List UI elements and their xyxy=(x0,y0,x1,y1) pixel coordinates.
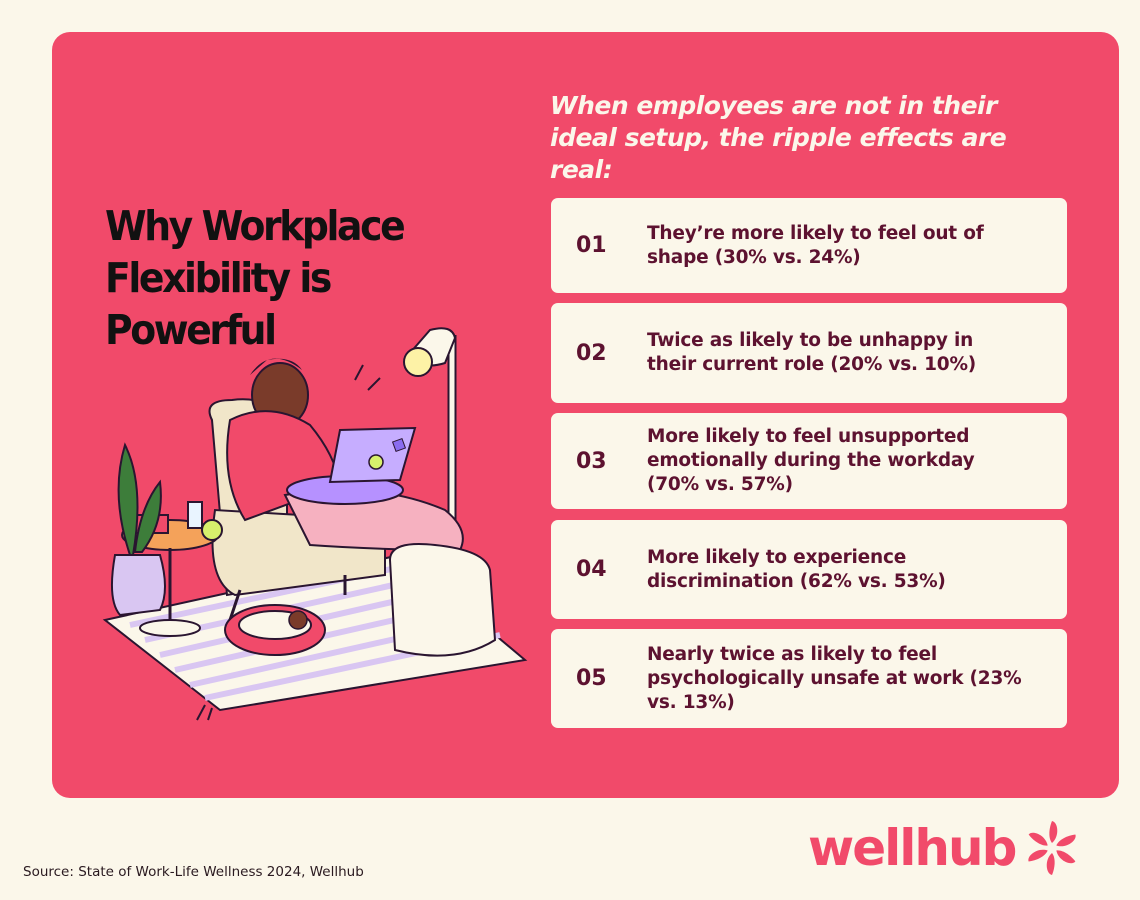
subheading: When employees are not in their ideal se… xyxy=(550,91,1007,184)
remote-work-illustration xyxy=(102,327,528,721)
stat-number: 03 xyxy=(576,448,607,474)
headline-line-1: Why Workplace xyxy=(105,202,406,250)
headline-line-2: Flexibility is Powerful xyxy=(105,254,332,354)
stat-number: 01 xyxy=(576,233,607,258)
source-note: Source: State of Work-Life Wellness 2024… xyxy=(23,864,364,880)
stat-item-02: 02 Twice as likely to be unhappy in thei… xyxy=(551,303,1067,403)
stat-item-03: 03 More likely to feel unsupported emoti… xyxy=(551,413,1067,509)
stat-text: Nearly twice as likely to feel psycholog… xyxy=(647,643,1022,713)
stat-number: 05 xyxy=(576,666,607,691)
wellhub-logo[interactable]: wellhub xyxy=(808,818,1081,878)
stat-text: Twice as likely to be unhappy in their c… xyxy=(647,330,977,375)
stat-number: 04 xyxy=(576,557,607,582)
stat-item-04: 04 More likely to experience discriminat… xyxy=(551,520,1067,619)
wellhub-swirl-icon xyxy=(1028,821,1076,875)
headline: Why Workplace Flexibility is Powerful xyxy=(105,200,491,356)
stat-text: More likely to experience discrimination… xyxy=(647,546,946,592)
stat-text: More likely to feel unsupported emotiona… xyxy=(647,426,975,495)
stat-text: They’re more likely to feel out of shape… xyxy=(647,222,984,268)
stat-item-01: 01 They’re more likely to feel out of sh… xyxy=(551,198,1067,293)
stat-number: 02 xyxy=(576,340,607,366)
logo-wordmark: wellhub xyxy=(808,819,1017,877)
stat-item-05: 05 Nearly twice as likely to feel psycho… xyxy=(551,629,1067,728)
